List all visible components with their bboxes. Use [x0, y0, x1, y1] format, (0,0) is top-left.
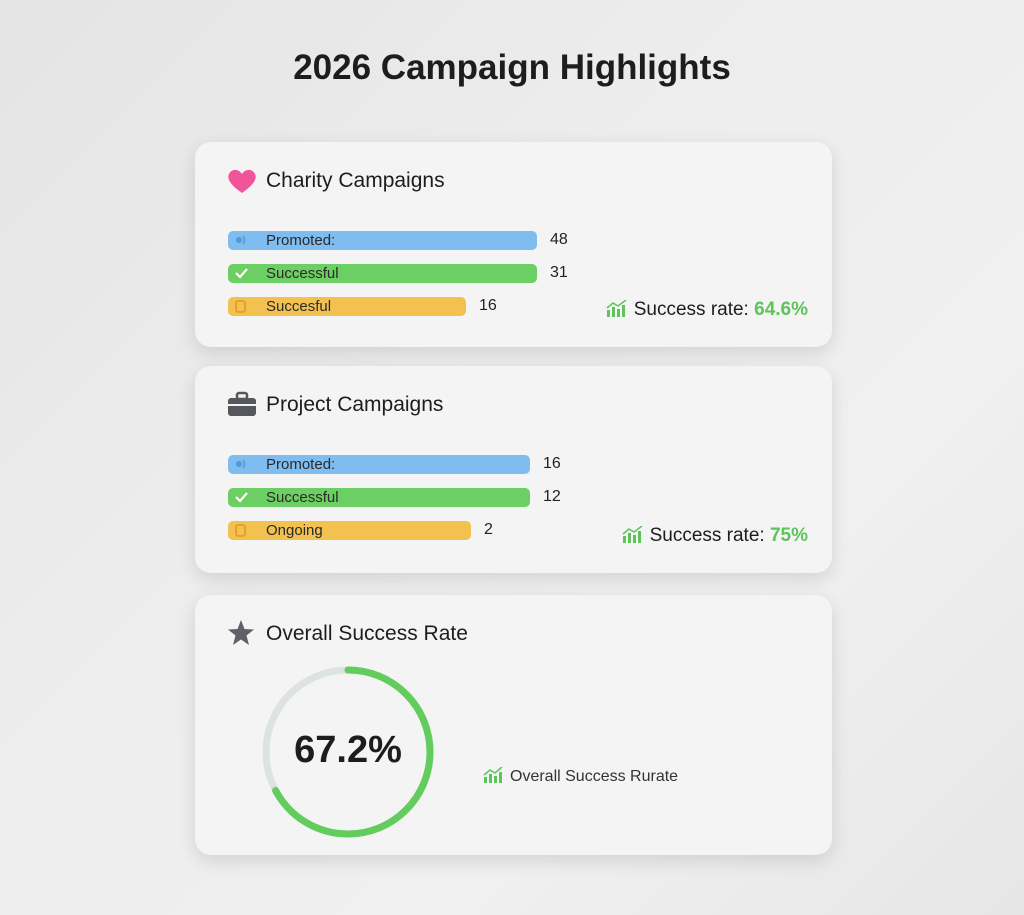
- count-value: 16: [479, 297, 497, 314]
- ring-arc: [262, 666, 434, 838]
- trend-icon: [622, 525, 643, 543]
- card-title: Overall Success Rate: [266, 622, 468, 645]
- pill-icon: [236, 235, 246, 245]
- card-title: Project Campaigns: [266, 393, 444, 416]
- count-value: 31: [550, 264, 568, 281]
- heart-icon: [228, 169, 256, 193]
- success-rate: Success rate: 75%: [622, 525, 808, 547]
- count-value: 16: [543, 455, 561, 472]
- pill-label: Promoted:: [266, 232, 336, 249]
- status-pill: Successful: [228, 264, 537, 283]
- rate-label: Success rate:: [649, 525, 765, 546]
- count-value: 48: [550, 231, 568, 248]
- pill-icon: [235, 300, 246, 313]
- count-value: 12: [543, 488, 561, 505]
- pill-icon: [236, 459, 246, 469]
- status-pill: Successful: [228, 488, 530, 507]
- pill-icon: [235, 492, 248, 503]
- pill-label: Promoted:: [266, 456, 336, 473]
- overall-caption: Overall Success Rurate: [510, 768, 679, 785]
- rate-value: 75%: [769, 525, 808, 546]
- success-rate: Success rate: 64.6%: [606, 299, 808, 321]
- status-pill: Ongoing: [228, 521, 471, 540]
- status-pill: Succesful: [228, 297, 466, 316]
- card: Project Campaigns Promoted: 16 Successful 1…: [195, 366, 832, 573]
- trend-icon: [606, 299, 627, 317]
- page-title: 2026 Campaign Highlights: [293, 48, 731, 87]
- ring-chart: [262, 666, 434, 838]
- rate-label: Success rate:: [633, 299, 749, 320]
- pill-label: Succesful: [266, 298, 332, 315]
- pill-label: Successful: [266, 265, 339, 282]
- pill-icon: [235, 268, 248, 279]
- star-icon: [228, 620, 254, 645]
- pill-icon: [235, 524, 246, 537]
- status-pill: Promoted:: [228, 455, 530, 474]
- pill-label: Ongoing: [266, 522, 323, 539]
- count-value: 2: [484, 521, 493, 538]
- card-title: Charity Campaigns: [266, 169, 445, 192]
- pill-label: Successful: [266, 489, 339, 506]
- status-pill: Promoted:: [228, 231, 537, 250]
- trend-icon: [483, 767, 503, 783]
- rate-value: 64.6%: [754, 299, 808, 320]
- card: Overall Success Rate 67.2% Overall Succe…: [195, 595, 832, 855]
- ring-value-label: 67.2%: [294, 729, 402, 771]
- card: Charity Campaigns Promoted: 48 Successful 3…: [195, 142, 832, 347]
- briefcase-icon: [228, 391, 256, 416]
